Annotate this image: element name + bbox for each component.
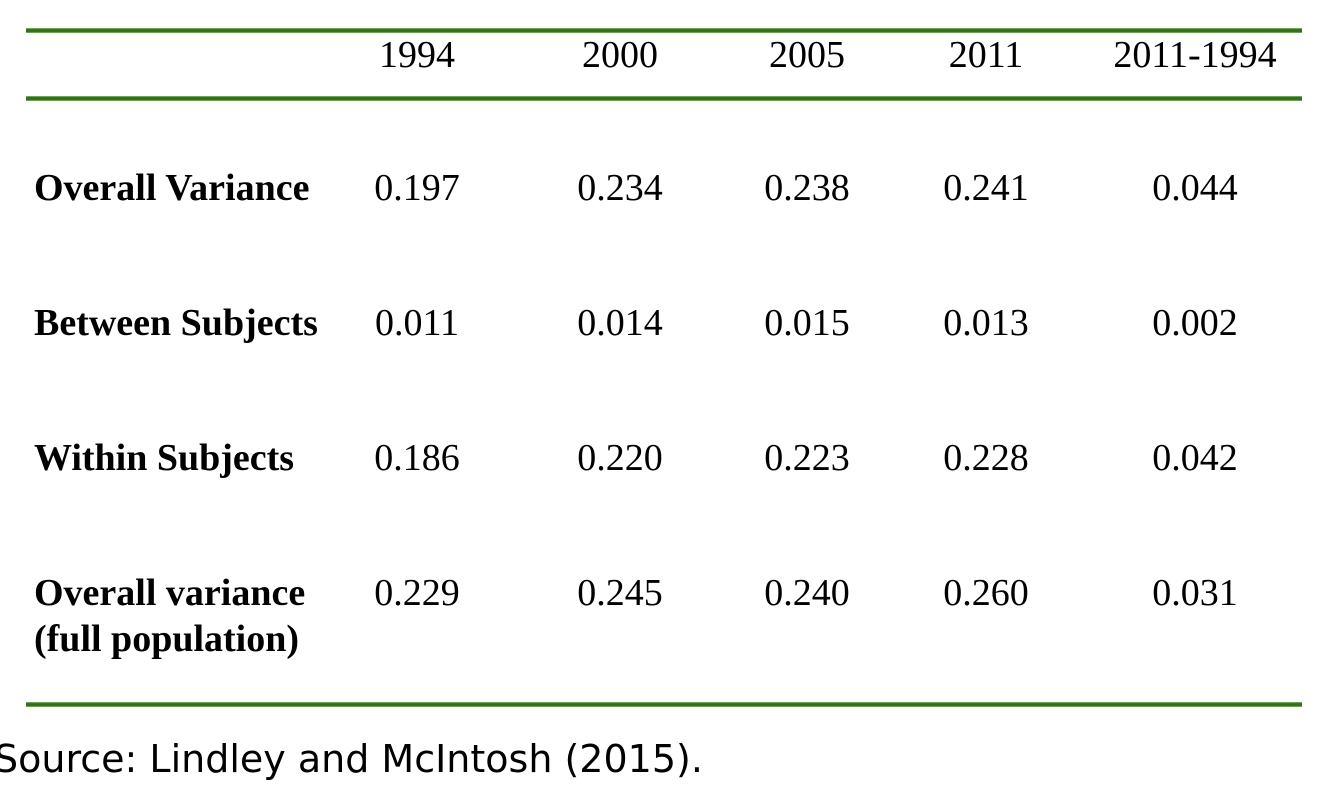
cell-value: 0.044 bbox=[1152, 167, 1238, 209]
column-header-2011: 2011 bbox=[948, 34, 1024, 76]
cell-value: 0.245 bbox=[577, 572, 663, 614]
cell-value: 0.223 bbox=[764, 437, 850, 479]
cell-value: 0.240 bbox=[764, 572, 850, 614]
row-label-line-1: Overall variance bbox=[34, 572, 306, 614]
table-bottom-rule bbox=[26, 702, 1302, 707]
row-label-overall-variance: Overall Variance bbox=[34, 167, 310, 209]
cell-value: 0.013 bbox=[943, 302, 1029, 344]
cell-value: 0.234 bbox=[577, 167, 663, 209]
cell-value: 0.014 bbox=[577, 302, 663, 344]
cell-value: 0.228 bbox=[943, 437, 1029, 479]
row-label-between-subjects: Between Subjects bbox=[34, 302, 318, 344]
cell-value: 0.015 bbox=[764, 302, 850, 344]
table-top-rule bbox=[26, 28, 1302, 33]
cell-value: 0.031 bbox=[1152, 572, 1238, 614]
cell-value: 0.042 bbox=[1152, 437, 1238, 479]
cell-value: 0.220 bbox=[577, 437, 663, 479]
table-header-rule bbox=[26, 96, 1302, 101]
cell-value: 0.229 bbox=[374, 572, 460, 614]
column-header-1994: 1994 bbox=[379, 34, 455, 76]
source-citation: Source: Lindley and McIntosh (2015). bbox=[0, 737, 703, 781]
cell-value: 0.186 bbox=[374, 437, 460, 479]
row-label-line-2: (full population) bbox=[34, 618, 300, 660]
cell-value: 0.238 bbox=[764, 167, 850, 209]
cell-value: 0.011 bbox=[374, 302, 460, 344]
cell-value: 0.197 bbox=[374, 167, 460, 209]
row-label-within-subjects: Within Subjects bbox=[34, 437, 295, 479]
cell-value: 0.241 bbox=[943, 167, 1029, 209]
cell-value: 0.002 bbox=[1152, 302, 1238, 344]
cell-value: 0.260 bbox=[943, 572, 1029, 614]
row-label-overall-variance-full-population: Overall variance (full population) bbox=[34, 570, 305, 662]
column-header-2011-1994: 2011-1994 bbox=[1113, 34, 1277, 76]
column-header-2000: 2000 bbox=[582, 34, 658, 76]
column-header-2005: 2005 bbox=[769, 34, 845, 76]
